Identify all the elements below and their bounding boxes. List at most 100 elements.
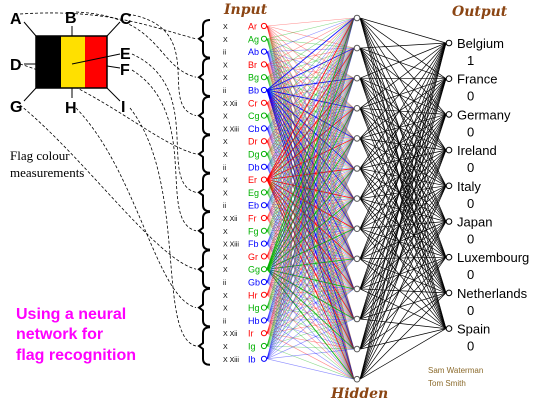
wire-input-cb-hidden-2 [266, 47, 355, 129]
wire-input-ib-hidden-3 [266, 78, 355, 359]
wire-input-br-hidden-7 [266, 64, 355, 199]
wire-hidden-8-output-ireland [359, 149, 447, 229]
wire-hidden-10-output-japan [359, 221, 447, 290]
flag-to-input-leader-lines [19, 11, 197, 347]
wire-input-br-hidden-13 [266, 64, 355, 380]
wire-input-eb-hidden-2 [266, 47, 355, 206]
wire-input-ir-hidden-12 [266, 332, 355, 350]
wire-input-ab-hidden-6 [266, 51, 355, 169]
input-node-gb [260, 278, 268, 286]
group-mark-b-3: ii [223, 88, 227, 95]
wire-hidden-12-output-belgium [359, 42, 447, 350]
flag-corner-line-g [23, 87, 37, 102]
input-label-db: Db [248, 162, 260, 172]
wire-input-fr-hidden-10 [266, 217, 355, 290]
output-label-luxembourg: Luxembourg [457, 250, 529, 265]
wire-input-ab-hidden-11 [266, 51, 355, 320]
group-mark-e-1: X [223, 178, 228, 185]
wire-input-cb-hidden-13 [266, 128, 355, 380]
leader-line-g [19, 104, 197, 270]
wire-input-ar-hidden-1 [266, 17, 355, 27]
wire-hidden-13-output-belgium [359, 42, 447, 380]
wire-hidden-1-output-luxembourg [359, 17, 447, 258]
wire-hidden-8-output-belgium [359, 42, 447, 229]
input-label-hb: Hb [248, 316, 260, 326]
output-value-ireland: 0 [467, 160, 474, 175]
flag-figure: A B C D E F G H I [10, 10, 132, 117]
group-mark-e-2: X [223, 190, 228, 197]
wire-hidden-5-output-belgium [359, 42, 447, 139]
hidden-heading: Hidden [330, 386, 388, 400]
group-mark-f-3: X Xiii [223, 242, 239, 249]
wire-hidden-10-output-spain [359, 288, 447, 329]
wire-input-eg-hidden-12 [266, 192, 355, 350]
wire-input-dg-hidden-7 [266, 153, 355, 199]
wire-input-hb-hidden-8 [266, 228, 355, 321]
flag-caption-line1: Flag colour [10, 148, 70, 163]
flag-caption-line2: measurements [10, 165, 84, 180]
wire-input-dr-hidden-13 [266, 141, 355, 380]
wire-input-gr-hidden-11 [266, 256, 355, 320]
output-label-italy: Italy [457, 179, 481, 194]
wire-input-dg-hidden-12 [266, 153, 355, 350]
output-value-germany: 0 [467, 124, 474, 139]
wire-input-fg-hidden-13 [266, 230, 355, 380]
wire-input-ir-hidden-1 [266, 17, 355, 334]
brace-group-f [197, 211, 211, 251]
wire-input-fg-hidden-11 [266, 230, 355, 320]
wire-hidden-12-output-germany [359, 114, 447, 350]
wire-input-gr-hidden-9 [266, 256, 355, 260]
wire-input-er-hidden-3 [266, 77, 355, 180]
wire-input-fg-hidden-7 [266, 198, 355, 232]
wire-input-ib-hidden-2 [266, 48, 355, 359]
wire-hidden-9-output-japan [359, 221, 447, 260]
wire-input-db-hidden-8 [266, 166, 355, 229]
wire-input-ar-hidden-8 [266, 25, 355, 229]
wire-input-er-hidden-2 [266, 47, 355, 180]
wire-input-hb-hidden-11 [266, 318, 355, 321]
wire-input-ag-hidden-7 [266, 38, 355, 199]
flag-label-b: B [65, 10, 77, 27]
wire-input-eb-hidden-12 [266, 205, 355, 350]
wire-input-dg-hidden-6 [266, 153, 355, 169]
leader-line-f [131, 69, 197, 232]
input-node-ir [260, 330, 268, 337]
wire-input-gg-hidden-1 [266, 17, 355, 270]
wire-input-cr-hidden-3 [266, 77, 355, 104]
credit-line-2: Tom Smith [428, 379, 466, 388]
wire-input-bb-hidden-2 [266, 47, 355, 91]
wire-input-dg-hidden-9 [266, 153, 355, 259]
input-node-dr [260, 138, 268, 145]
wire-input-gr-hidden-2 [266, 47, 355, 257]
wire-input-gg-hidden-2 [266, 47, 355, 270]
wire-input-br-hidden-9 [266, 64, 355, 259]
input-node-er [260, 176, 268, 183]
group-mark-e-3: ii [223, 203, 227, 210]
wire-hidden-10-output-germany [359, 114, 447, 290]
wire-input-gr-hidden-10 [266, 256, 355, 290]
hidden-node-10 [353, 285, 361, 293]
wire-input-hr-hidden-7 [266, 198, 355, 296]
output-label-france: France [457, 72, 497, 87]
wire-hidden-12-output-france [359, 78, 447, 350]
wire-input-ig-hidden-8 [266, 228, 355, 347]
hidden-node-6 [353, 165, 361, 172]
wire-input-fg-hidden-8 [266, 228, 355, 232]
brace-group-i [197, 326, 211, 366]
wire-input-cg-hidden-9 [266, 115, 355, 259]
wire-input-gg-hidden-3 [266, 78, 355, 270]
wire-input-fg-hidden-2 [266, 47, 355, 231]
wire-input-eg-hidden-13 [266, 192, 355, 380]
wire-input-cr-hidden-12 [266, 102, 355, 350]
wire-input-fb-hidden-3 [266, 78, 355, 244]
wire-input-gg-hidden-8 [266, 228, 355, 270]
wire-input-ir-hidden-7 [266, 198, 355, 334]
wire-input-dg-hidden-8 [266, 153, 355, 229]
wire-input-eg-hidden-5 [266, 138, 355, 193]
wire-input-ag-hidden-6 [266, 38, 355, 169]
wire-input-cb-hidden-12 [266, 128, 355, 350]
group-mark-b-2: X [223, 75, 228, 82]
wire-input-cr-hidden-6 [266, 102, 355, 169]
output-value-japan: 0 [467, 232, 474, 247]
group-mark-a-1: X [223, 24, 228, 31]
